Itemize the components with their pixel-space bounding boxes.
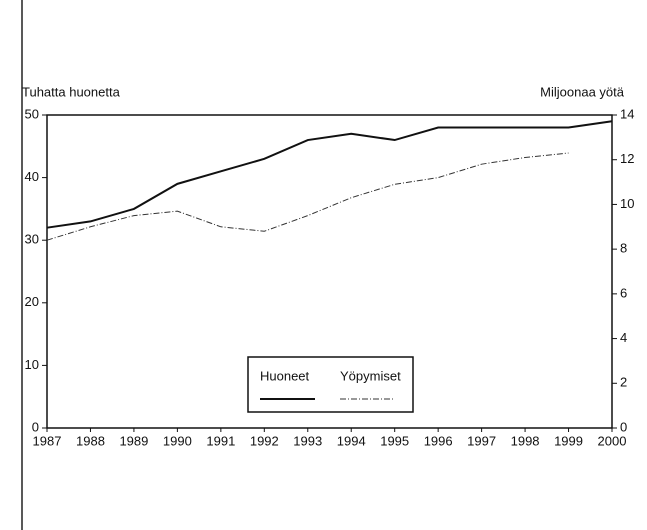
x-tick-label: 1988 xyxy=(76,433,105,448)
x-tick-label: 1996 xyxy=(424,433,453,448)
y-axis-label: Tuhatta huonetta xyxy=(22,84,121,99)
y-tick-label: 30 xyxy=(25,232,39,247)
x-tick-label: 1993 xyxy=(293,433,322,448)
y-tick-label: 50 xyxy=(25,106,39,121)
y2-tick-label: 14 xyxy=(620,106,634,121)
y2-tick-label: 0 xyxy=(620,419,627,434)
y2-tick-label: 8 xyxy=(620,241,627,256)
y2-axis-label: Miljoonaa yötä xyxy=(540,84,625,99)
x-tick-label: 1987 xyxy=(33,433,62,448)
x-tick-label: 1995 xyxy=(380,433,409,448)
series-line xyxy=(46,120,613,229)
series-line xyxy=(46,152,569,241)
y2-tick-label: 2 xyxy=(620,375,627,390)
y2-tick-label: 6 xyxy=(620,285,627,300)
x-tick-label: 1999 xyxy=(554,433,583,448)
x-tick-label: 1998 xyxy=(511,433,540,448)
y2-tick-label: 10 xyxy=(620,196,634,211)
x-tick-label: 1989 xyxy=(119,433,148,448)
x-tick-label: 2000 xyxy=(598,433,627,448)
x-tick-label: 1997 xyxy=(467,433,496,448)
x-tick-label: 1992 xyxy=(250,433,279,448)
x-tick-label: 1990 xyxy=(163,433,192,448)
y-tick-label: 0 xyxy=(32,419,39,434)
plot-frame xyxy=(46,114,613,429)
y2-tick-label: 4 xyxy=(620,330,627,345)
x-tick-label: 1994 xyxy=(337,433,366,448)
y-tick-label: 20 xyxy=(25,294,39,309)
legend-label: Huoneet xyxy=(260,368,310,383)
y-tick-label: 10 xyxy=(25,357,39,372)
y-tick-label: 40 xyxy=(25,169,39,184)
y2-tick-label: 12 xyxy=(620,151,634,166)
x-tick-label: 1991 xyxy=(206,433,235,448)
legend-label: Yöpymiset xyxy=(340,368,401,383)
legend-box xyxy=(247,356,414,413)
